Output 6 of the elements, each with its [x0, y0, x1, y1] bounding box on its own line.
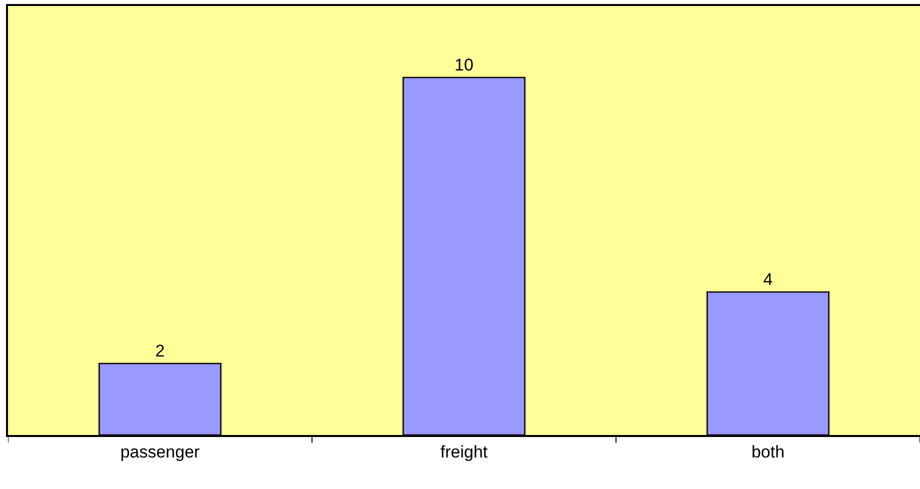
data-label: 4 — [763, 270, 773, 289]
x-tick-label: passenger — [120, 442, 200, 462]
data-label: 10 — [454, 56, 474, 74]
data-label: 2 — [155, 342, 165, 360]
x-tick-label: freight — [440, 442, 488, 462]
x-tick-label: both — [751, 442, 785, 462]
